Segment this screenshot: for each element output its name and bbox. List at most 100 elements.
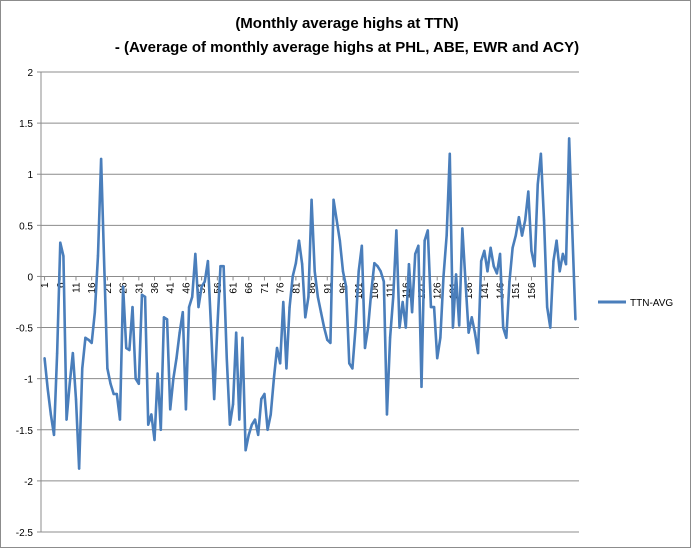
- data-point: [234, 331, 238, 334]
- data-point: [143, 295, 147, 299]
- data-point: [332, 198, 335, 201]
- x-tick-label: 61: [229, 282, 240, 294]
- data-point: [250, 423, 254, 426]
- data-point: [71, 351, 75, 355]
- data-point: [401, 300, 404, 304]
- data-point: [52, 433, 56, 437]
- data-point: [404, 326, 408, 329]
- data-point: [442, 275, 445, 278]
- data-point: [256, 433, 260, 437]
- y-tick-label: -1: [24, 375, 33, 386]
- data-point: [335, 219, 338, 222]
- data-point: [194, 252, 197, 256]
- data-point: [414, 252, 417, 256]
- data-point: [115, 392, 119, 396]
- data-point: [310, 198, 313, 201]
- data-point: [197, 305, 200, 309]
- data-point: [169, 408, 172, 411]
- data-point: [140, 293, 144, 297]
- chart-title: (Monthly average highs at TTN): [235, 15, 458, 32]
- data-point: [533, 265, 536, 268]
- data-point: [530, 249, 533, 253]
- data-point: [379, 270, 382, 273]
- x-tick-label: 136: [464, 282, 475, 299]
- data-point: [313, 270, 316, 273]
- data-point: [247, 433, 250, 437]
- data-point: [545, 305, 549, 309]
- data-point: [564, 262, 568, 266]
- data-point: [505, 336, 508, 339]
- data-point: [417, 244, 420, 247]
- data-point: [511, 246, 514, 250]
- data-point: [203, 280, 206, 283]
- data-point: [253, 418, 257, 421]
- data-point: [420, 385, 423, 389]
- data-point: [558, 270, 561, 273]
- data-point: [260, 397, 263, 401]
- data-point: [479, 259, 483, 263]
- data-point: [574, 318, 577, 321]
- data-point: [266, 428, 269, 431]
- data-point: [121, 285, 125, 288]
- data-point: [439, 336, 442, 339]
- data-point: [571, 229, 574, 232]
- data-point: [307, 295, 310, 299]
- data-point: [153, 438, 156, 442]
- data-point: [354, 326, 357, 329]
- data-point: [451, 326, 455, 329]
- data-point: [363, 346, 367, 350]
- data-point: [150, 413, 153, 416]
- data-point: [341, 270, 345, 273]
- data-point: [360, 244, 364, 247]
- x-tick-label: 141: [480, 282, 491, 299]
- data-point: [370, 290, 373, 293]
- data-point: [561, 252, 565, 256]
- data-point: [263, 392, 266, 396]
- y-tick-label: -2: [24, 477, 33, 488]
- data-point: [495, 272, 499, 275]
- data-point: [376, 265, 379, 268]
- data-point: [429, 305, 433, 309]
- data-point: [81, 367, 84, 370]
- x-tick-label: 66: [244, 282, 255, 294]
- data-point: [137, 382, 141, 385]
- data-point: [175, 357, 178, 360]
- data-point: [269, 413, 272, 416]
- data-point: [520, 234, 524, 237]
- data-point: [187, 305, 191, 309]
- data-point: [62, 254, 65, 258]
- data-point: [423, 239, 426, 242]
- y-tick-label: 0: [27, 272, 33, 283]
- data-point: [209, 326, 213, 329]
- data-point: [410, 311, 414, 314]
- data-point: [278, 362, 282, 365]
- legend: TTN-AVG: [598, 298, 673, 309]
- data-point: [398, 326, 401, 329]
- data-point: [316, 295, 320, 299]
- data-point: [147, 423, 150, 426]
- y-tick-label: 0.5: [19, 221, 33, 232]
- data-point: [436, 357, 439, 360]
- data-point: [458, 324, 461, 327]
- data-point: [326, 338, 329, 342]
- data-point: [470, 316, 473, 319]
- data-point: [159, 428, 162, 431]
- y-tick-label: 1.5: [19, 119, 33, 130]
- y-tick-label: 2: [27, 68, 33, 79]
- data-point: [552, 259, 555, 263]
- data-point: [527, 190, 530, 193]
- x-tick-label: 96: [338, 282, 349, 294]
- x-tick-label: 71: [260, 282, 271, 294]
- x-tick-label: 46: [181, 282, 192, 294]
- data-point: [300, 262, 304, 266]
- data-point: [338, 239, 342, 242]
- data-point: [131, 305, 134, 309]
- data-point: [74, 397, 78, 401]
- data-point: [467, 331, 470, 334]
- y-axis-tick-labels: 2 1.5 1 0.5 0 -0.5 -1 -1.5 -2 -2.5: [16, 68, 34, 539]
- data-point: [272, 377, 276, 380]
- data-point: [432, 305, 436, 309]
- data-point: [219, 265, 222, 268]
- data-point: [184, 408, 188, 411]
